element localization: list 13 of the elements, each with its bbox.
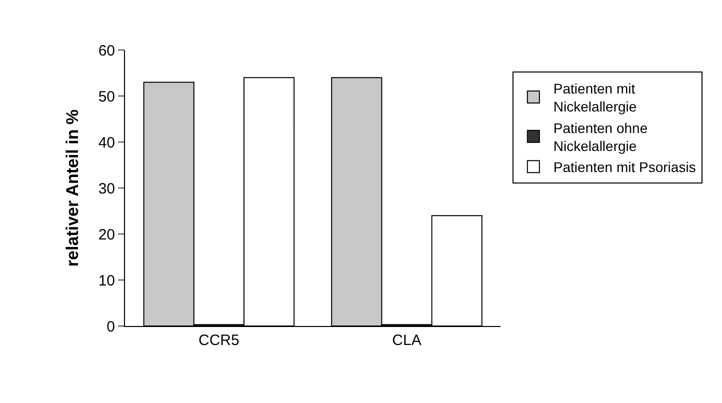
x-tick-label: CLA [392, 332, 422, 349]
y-tick-label: 20 [98, 226, 115, 244]
y-axis-title: relativer Anteil in % [62, 109, 82, 267]
legend-label: Patienten ohne Nickelallergie [553, 120, 648, 154]
y-tick-label: 0 [106, 318, 115, 336]
y-tick-label: 50 [98, 88, 115, 106]
y-tick-label: 40 [98, 134, 115, 152]
legend-label: Patienten mit Nickelallergie [553, 80, 637, 115]
y-tick-label: 60 [98, 42, 115, 60]
legend-label: Patienten mit Psoriasis [553, 159, 696, 176]
y-tick-label: 10 [98, 272, 115, 290]
x-tick-label: CCR5 [198, 332, 240, 349]
y-tick-label: 30 [98, 180, 115, 198]
